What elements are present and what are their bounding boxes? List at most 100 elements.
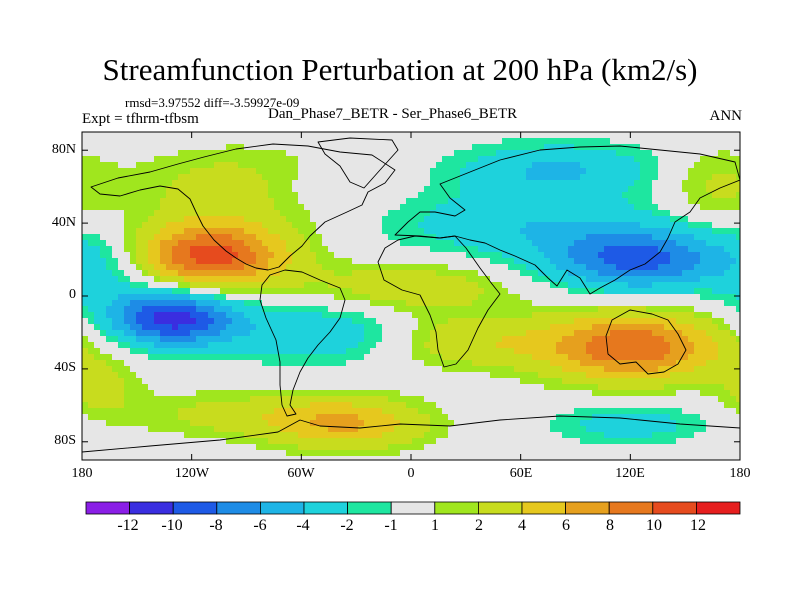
field-cell: [292, 138, 299, 145]
field-cell: [538, 150, 545, 157]
field-cell: [628, 318, 635, 325]
field-cell: [124, 234, 131, 241]
field-cell: [130, 342, 137, 349]
field-cell: [598, 192, 605, 199]
field-cell: [106, 258, 113, 265]
field-cell: [124, 264, 131, 271]
field-cell: [550, 354, 557, 361]
field-cell: [664, 246, 671, 253]
field-cell: [322, 306, 329, 313]
field-cell: [412, 240, 419, 247]
field-cell: [190, 294, 197, 301]
field-cell: [736, 360, 740, 367]
field-cell: [586, 174, 593, 181]
field-cell: [94, 390, 101, 397]
field-cell: [382, 330, 389, 337]
field-cell: [160, 312, 167, 319]
field-cell: [124, 312, 131, 319]
field-cell: [640, 396, 647, 403]
field-cell: [646, 276, 653, 283]
field-cell: [184, 348, 191, 355]
field-cell: [268, 396, 275, 403]
field-cell: [202, 282, 209, 289]
field-cell: [172, 234, 179, 241]
field-cell: [718, 384, 725, 391]
field-cell: [676, 246, 683, 253]
field-cell: [490, 372, 497, 379]
field-cell: [382, 240, 389, 247]
field-cell: [118, 144, 125, 151]
field-cell: [616, 354, 623, 361]
field-cell: [238, 390, 245, 397]
field-cell: [142, 342, 149, 349]
field-cell: [160, 366, 167, 373]
field-cell: [82, 390, 89, 397]
field-cell: [646, 240, 653, 247]
field-cell: [646, 168, 653, 175]
field-cell: [154, 324, 161, 331]
field-cell: [538, 390, 545, 397]
field-cell: [112, 282, 119, 289]
field-cell: [418, 390, 425, 397]
field-cell: [376, 210, 383, 217]
field-cell: [160, 138, 167, 145]
field-cell: [310, 204, 317, 211]
field-cell: [310, 270, 317, 277]
field-cell: [142, 150, 149, 157]
field-cell: [556, 336, 563, 343]
field-cell: [712, 246, 719, 253]
field-cell: [274, 330, 281, 337]
field-cell: [724, 204, 731, 211]
field-cell: [382, 354, 389, 361]
field-cell: [430, 396, 437, 403]
field-cell: [622, 198, 629, 205]
field-cell: [658, 318, 665, 325]
field-cell: [124, 402, 131, 409]
field-cell: [292, 324, 299, 331]
field-cell: [250, 366, 257, 373]
field-cell: [628, 228, 635, 235]
field-cell: [718, 294, 725, 301]
field-cell: [508, 138, 515, 145]
field-cell: [124, 324, 131, 331]
field-cell: [286, 198, 293, 205]
field-cell: [436, 318, 443, 325]
field-cell: [232, 228, 239, 235]
field-cell: [142, 270, 149, 277]
field-cell: [346, 156, 353, 163]
field-cell: [526, 288, 533, 295]
field-cell: [706, 162, 713, 169]
field-cell: [388, 222, 395, 229]
field-cell: [316, 336, 323, 343]
field-cell: [460, 360, 467, 367]
field-cell: [136, 294, 143, 301]
field-cell: [520, 234, 527, 241]
field-cell: [232, 348, 239, 355]
field-cell: [418, 264, 425, 271]
field-cell: [136, 342, 143, 349]
field-cell: [496, 372, 503, 379]
field-cell: [394, 276, 401, 283]
field-cell: [394, 336, 401, 343]
field-cell: [400, 276, 407, 283]
field-cell: [334, 228, 341, 235]
field-cell: [124, 318, 131, 325]
field-cell: [130, 204, 137, 211]
field-cell: [364, 210, 371, 217]
field-cell: [670, 198, 677, 205]
field-cell: [130, 258, 137, 265]
field-cell: [196, 306, 203, 313]
field-cell: [586, 336, 593, 343]
field-cell: [640, 162, 647, 169]
field-cell: [508, 306, 515, 313]
field-cell: [724, 168, 731, 175]
field-cell: [424, 150, 431, 157]
field-cell: [376, 378, 383, 385]
field-cell: [628, 282, 635, 289]
field-cell: [616, 396, 623, 403]
field-cell: [220, 162, 227, 169]
field-cell: [700, 342, 707, 349]
field-cell: [478, 384, 485, 391]
field-cell: [706, 312, 713, 319]
field-cell: [538, 300, 545, 307]
